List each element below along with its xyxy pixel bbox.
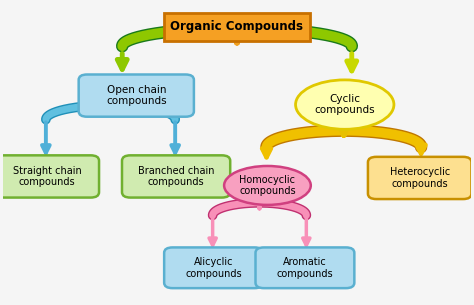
FancyBboxPatch shape [164,247,263,288]
Ellipse shape [224,166,311,205]
FancyBboxPatch shape [79,74,194,117]
Text: Cyclic
compounds: Cyclic compounds [314,94,375,115]
FancyBboxPatch shape [255,247,355,288]
FancyBboxPatch shape [122,155,230,198]
Text: Alicyclic
compounds: Alicyclic compounds [185,257,242,278]
FancyBboxPatch shape [368,157,472,199]
Text: Aromatic
compounds: Aromatic compounds [277,257,333,278]
Text: Open chain
compounds: Open chain compounds [106,85,166,106]
FancyBboxPatch shape [164,13,310,41]
FancyBboxPatch shape [0,155,99,198]
Text: Heterocyclic
compounds: Heterocyclic compounds [390,167,450,189]
Text: Branched chain
compounds: Branched chain compounds [138,166,214,187]
Text: Straight chain
compounds: Straight chain compounds [13,166,82,187]
Ellipse shape [296,80,394,129]
Text: Homocyclic
compounds: Homocyclic compounds [239,175,296,196]
Text: Organic Compounds: Organic Compounds [171,20,303,33]
